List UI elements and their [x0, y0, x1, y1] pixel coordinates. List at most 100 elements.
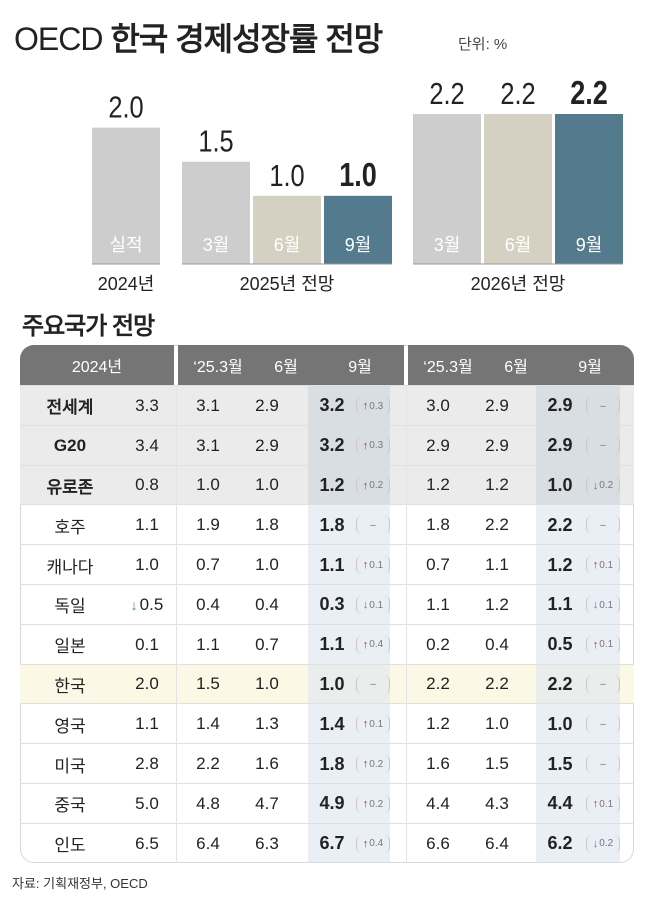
sep-column-highlight	[536, 386, 620, 426]
country-name: 전세계	[46, 398, 94, 418]
change-badge: ↓ 0.1	[356, 596, 390, 614]
sep-column-highlight	[536, 425, 620, 466]
change-value: 0.2	[369, 758, 384, 770]
change-badge: ↓ 0.1	[586, 596, 620, 614]
bar-value-label-5: 2.2	[500, 77, 535, 112]
arrow-up-icon: ↑	[362, 559, 369, 572]
cell-m26: 1.2	[426, 714, 450, 734]
change-value: 0.1	[599, 639, 614, 651]
cell-s26: 2.2	[547, 673, 573, 694]
cell-m26: 1.1	[426, 594, 450, 614]
cell-s26: 1.0	[547, 474, 573, 495]
change-value: 0.1	[599, 798, 614, 810]
sep-column-highlight	[536, 823, 620, 863]
source-note: 자료: 기획재정부, OECD	[12, 876, 148, 891]
cell-j25: 2.9	[255, 395, 279, 415]
header-2024-segment: 2024년	[20, 345, 174, 385]
change-value: 0.3	[369, 400, 384, 412]
title-prefix: OECD	[14, 21, 103, 57]
cell-j25: 4.7	[255, 793, 279, 813]
bar-6	[555, 114, 623, 264]
cell-j25: 1.0	[255, 555, 279, 575]
forecast-table: 2024년 ‘25.3월 6월 9월 ‘25.3월 6월 9월 전세계 3.3 3.…	[20, 345, 634, 863]
cell-s25: 6.7	[319, 833, 345, 854]
sep-column-highlight	[536, 545, 620, 585]
title-main: 한국 경제성장률 전망	[110, 21, 383, 57]
arrow-up-icon: ↑	[362, 400, 369, 412]
bar-2	[253, 195, 321, 264]
sep-column-highlight	[536, 505, 620, 546]
sep-column-highlight	[536, 664, 620, 705]
cell-j26: 1.2	[485, 594, 509, 614]
cell-s25: 3.2	[319, 435, 345, 456]
bar-value-label-3: 1.0	[339, 157, 377, 193]
arrow-up-icon: ↑	[362, 758, 369, 771]
cell-v24: 5.0	[120, 784, 174, 824]
bar-category-label-5: 6월	[505, 235, 532, 255]
cell-j25: 0.4	[255, 594, 279, 614]
change-badge: ↑ 0.2	[356, 795, 390, 813]
sep-column-highlight	[308, 664, 390, 705]
cell-j26: 2.2	[485, 515, 509, 535]
cell-s25: 1.2	[319, 474, 345, 495]
change-badge: ↓ 0.2	[586, 476, 620, 495]
sep-column-highlight	[308, 386, 390, 426]
cell-m26: 2.9	[426, 435, 450, 455]
cell-s26: 2.9	[547, 395, 573, 416]
cell-s26: 1.5	[547, 753, 573, 774]
cell-j26: 1.2	[485, 475, 509, 495]
cell-j26: 2.2	[485, 674, 509, 694]
table-title: 주요국가 전망	[22, 313, 155, 340]
cell-s25: 1.1	[319, 554, 345, 575]
country-name: 호주	[54, 517, 86, 537]
sep-column-highlight	[536, 585, 620, 625]
change-value: 0.1	[369, 599, 384, 611]
bar-category-label-2: 6월	[274, 235, 301, 255]
cell-j25: 1.6	[255, 754, 279, 774]
table-row: 독일 ↓ 0.5 0.4 0.4 0.3 ↓ 0.1 1.1 1.2 1.1 ↓ 0.1	[20, 584, 634, 625]
cell-m25: 0.7	[196, 555, 220, 575]
cell-m26: 4.4	[426, 793, 450, 813]
unit-label: 단위: %	[458, 36, 508, 53]
cell-m25: 1.5	[196, 674, 220, 694]
table-row: G20 3.4 3.1 2.9 3.2 ↑ 0.3 2.9 2.9 2.9 –	[20, 424, 634, 466]
cell-j25: 0.7	[255, 634, 279, 654]
cell-j26: 4.3	[485, 793, 509, 813]
table-row: 유로존 0.8 1.0 1.0 1.2 ↑ 0.2 1.2 1.2 1.0 ↓ 0.2	[20, 464, 634, 506]
bar-value-label-2: 1.0	[269, 158, 304, 193]
value-2024: 2.0	[135, 674, 159, 694]
arrow-up-icon: ↑	[362, 798, 369, 810]
column-divider	[176, 385, 177, 863]
change-value: 0.1	[599, 559, 614, 571]
value-2024: 1.1	[135, 515, 159, 535]
cell-s26: 1.1	[547, 594, 573, 615]
bar-value-label-4: 2.2	[429, 77, 464, 112]
country-name: G20	[53, 435, 87, 455]
cell-v24: 0.8	[120, 466, 174, 506]
bar-0	[92, 127, 160, 265]
value-2024: 6.5	[135, 833, 159, 853]
change-badge: ↑ 0.2	[356, 755, 390, 774]
cell-v24: ↓ 0.5	[120, 585, 174, 625]
arrow-down-icon: ↓	[130, 596, 138, 613]
cell-m25: 2.2	[196, 754, 220, 774]
country-name: 중국	[54, 796, 86, 816]
sep-column-highlight	[308, 624, 390, 665]
cell-s25: 1.8	[319, 514, 345, 535]
cell-j26: 2.9	[485, 395, 509, 415]
country-name: 미국	[54, 756, 86, 776]
change-badge: ↑ 0.3	[356, 397, 390, 415]
change-value: –	[600, 440, 606, 452]
change-badge: –	[586, 715, 620, 734]
cell-v24: 3.3	[120, 386, 174, 426]
cell-v24: 1.0	[120, 545, 174, 585]
sep-column-highlight	[308, 465, 390, 506]
cell-m25: 6.4	[196, 833, 220, 853]
change-value: 0.2	[369, 480, 384, 492]
header-2026-sep: 9월	[578, 359, 602, 376]
cell-m26: 2.2	[426, 674, 450, 694]
value-2024: 1.1	[135, 714, 159, 734]
sep-column-highlight	[308, 505, 390, 546]
cell-s25: 1.4	[319, 713, 345, 734]
header-2025-mar: ‘25.3월	[193, 359, 243, 376]
